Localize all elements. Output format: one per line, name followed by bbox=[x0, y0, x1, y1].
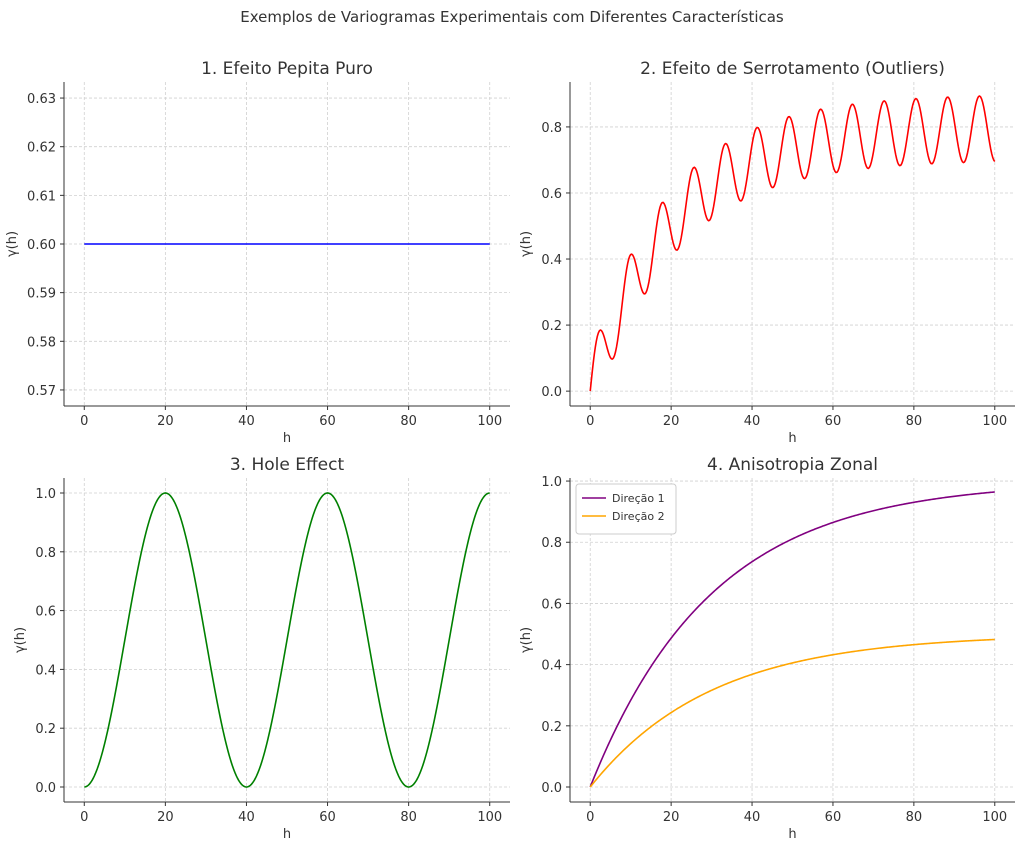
subplot-3: 0 20 40 60 80 100 0.0 0.2 0.4 0.6 0.8 1.0 3. Hole Ef… bbox=[13, 455, 510, 842]
x-tick-label: 20 bbox=[157, 810, 174, 825]
series-line-serrotamento bbox=[589, 95, 996, 392]
x-tick-label: 20 bbox=[157, 414, 174, 429]
legend-label: Direção 2 bbox=[612, 510, 665, 523]
y-tick-label: 0.63 bbox=[27, 92, 56, 107]
y-tick-label: 0.6 bbox=[541, 187, 562, 202]
y-tick-label: 1.0 bbox=[35, 487, 56, 502]
x-tick-label: 0 bbox=[586, 414, 594, 429]
subplot-2: 0 20 40 60 80 100 0.0 0.2 0.4 0.6 0.8 2. Efeito de … bbox=[519, 59, 1015, 446]
x-tick-label: 100 bbox=[477, 810, 502, 825]
x-tick-label: 0 bbox=[586, 810, 594, 825]
subplot-1: 0 20 40 60 80 100 0.57 0.58 0.59 0.60 0.61 0.62 0.63… bbox=[5, 59, 510, 446]
x-axis-label: h bbox=[788, 431, 796, 446]
y-tick-label: 0.6 bbox=[541, 597, 562, 612]
y-tick-label: 0.8 bbox=[541, 121, 562, 136]
x-axis-label: h bbox=[788, 827, 796, 842]
x-tick-label: 40 bbox=[238, 810, 255, 825]
y-tick-label: 1.0 bbox=[541, 475, 562, 490]
y-tick-label: 0.6 bbox=[35, 605, 56, 620]
y-axis-label: γ(h) bbox=[13, 627, 28, 653]
y-tick-label: 0.58 bbox=[27, 335, 56, 350]
x-tick-label: 80 bbox=[400, 414, 417, 429]
x-tick-label: 40 bbox=[744, 414, 761, 429]
y-tick-label: 0.2 bbox=[541, 319, 562, 334]
x-tick-label: 0 bbox=[80, 810, 88, 825]
x-tick-label: 100 bbox=[982, 810, 1007, 825]
series-line-direção-1 bbox=[589, 491, 995, 788]
x-tick-label: 40 bbox=[238, 414, 255, 429]
suptitle: Exemplos de Variogramas Experimentais co… bbox=[240, 8, 784, 26]
x-tick-label: 60 bbox=[825, 414, 842, 429]
subplot-title: 3. Hole Effect bbox=[230, 455, 345, 475]
subplot-title: 2. Efeito de Serrotamento (Outliers) bbox=[640, 59, 945, 79]
y-tick-label: 0.0 bbox=[35, 781, 56, 796]
y-tick-label: 0.60 bbox=[27, 238, 56, 253]
y-axis-label: γ(h) bbox=[519, 627, 534, 653]
y-tick-label: 0.4 bbox=[541, 659, 562, 674]
legend-box bbox=[575, 483, 677, 535]
series-line-direção-2 bbox=[589, 638, 995, 788]
x-tick-label: 20 bbox=[663, 810, 680, 825]
subplot-title: 4. Anisotropia Zonal bbox=[707, 455, 878, 475]
y-axis-label: γ(h) bbox=[519, 231, 534, 257]
x-tick-label: 0 bbox=[80, 414, 88, 429]
y-tick-label: 0.4 bbox=[35, 663, 56, 678]
y-axis-label: γ(h) bbox=[5, 231, 20, 257]
x-tick-label: 100 bbox=[982, 414, 1007, 429]
x-tick-label: 80 bbox=[400, 810, 417, 825]
y-tick-label: 0.2 bbox=[35, 722, 56, 737]
y-tick-label: 0.4 bbox=[541, 253, 562, 268]
y-tick-label: 0.8 bbox=[541, 536, 562, 551]
x-axis-label: h bbox=[283, 431, 291, 446]
y-tick-label: 0.2 bbox=[541, 720, 562, 735]
y-tick-label: 0.0 bbox=[541, 385, 562, 400]
legend: Direção 1 Direção 2 bbox=[575, 483, 677, 535]
x-tick-label: 20 bbox=[663, 414, 680, 429]
series-line-hole bbox=[84, 492, 490, 788]
x-tick-label: 60 bbox=[319, 810, 336, 825]
x-tick-label: 60 bbox=[319, 414, 336, 429]
y-tick-label: 0.0 bbox=[541, 781, 562, 796]
x-tick-label: 80 bbox=[906, 414, 923, 429]
x-tick-label: 40 bbox=[744, 810, 761, 825]
y-tick-label: 0.62 bbox=[27, 141, 56, 156]
y-tick-label: 0.61 bbox=[27, 189, 56, 204]
subplot-4: 0 20 40 60 80 100 0.0 0.2 0.4 0.6 0.8 1.0 4. Anisotr… bbox=[519, 455, 1015, 842]
y-tick-label: 0.57 bbox=[27, 384, 56, 399]
y-tick-label: 0.59 bbox=[27, 287, 56, 302]
x-tick-label: 60 bbox=[825, 810, 842, 825]
x-tick-label: 80 bbox=[906, 810, 923, 825]
y-tick-label: 0.8 bbox=[35, 546, 56, 561]
x-tick-label: 100 bbox=[477, 414, 502, 429]
subplot-title: 1. Efeito Pepita Puro bbox=[201, 59, 373, 79]
legend-label: Direção 1 bbox=[612, 492, 665, 505]
x-axis-label: h bbox=[283, 827, 291, 842]
